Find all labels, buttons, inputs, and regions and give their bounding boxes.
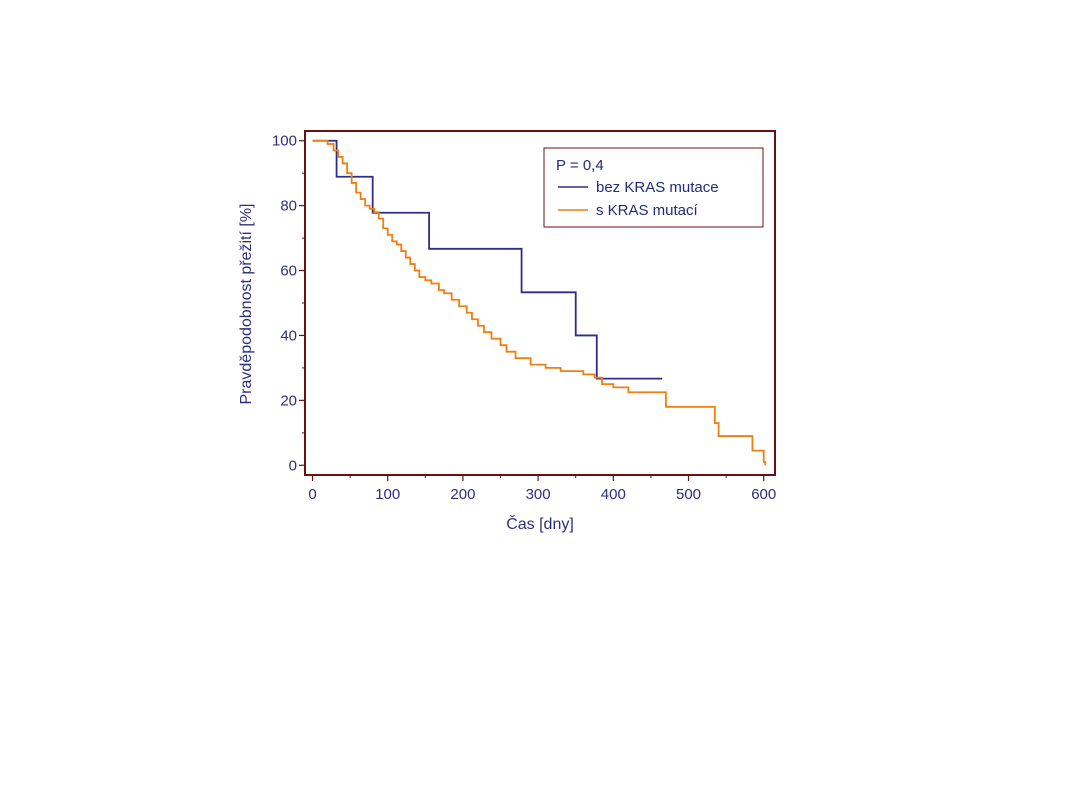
- series-layer: [312, 139, 767, 466]
- legend-label-bez-kras: bez KRAS mutace: [596, 179, 719, 196]
- y-tick-label: 100: [272, 133, 297, 150]
- y-axis-title: Pravděpodobnost přežití [%]: [238, 203, 255, 404]
- series-line-bez-kras: [312, 139, 663, 380]
- x-tick-label: 400: [601, 486, 626, 503]
- plot-area-frame: [304, 130, 776, 476]
- y-tick-label: 40: [280, 327, 297, 344]
- x-tick-label: 200: [450, 486, 475, 503]
- y-tick-label: 80: [280, 198, 297, 215]
- x-tick-label: 100: [375, 486, 400, 503]
- legend-box: [543, 147, 764, 228]
- x-tick-label: 600: [751, 486, 776, 503]
- x-tick-label: 300: [526, 486, 551, 503]
- y-axis-ticks: 0 20 40 60 80 100: [272, 133, 305, 474]
- y-tick-label: 60: [280, 263, 297, 280]
- x-axis-title: Čas [dny]: [506, 514, 574, 533]
- series-line-s-kras: [312, 139, 767, 466]
- x-axis-ticks: 0 100 200 300 400 500 600: [308, 475, 776, 503]
- x-tick-label: 0: [308, 486, 316, 503]
- y-tick-label: 0: [289, 457, 297, 474]
- x-tick-label: 500: [676, 486, 701, 503]
- legend-p-value: P = 0,4: [556, 157, 604, 174]
- legend: P = 0,4 bez KRAS mutace s KRAS mutací: [543, 147, 764, 228]
- y-tick-label: 20: [280, 392, 297, 409]
- legend-label-s-kras: s KRAS mutací: [596, 202, 699, 219]
